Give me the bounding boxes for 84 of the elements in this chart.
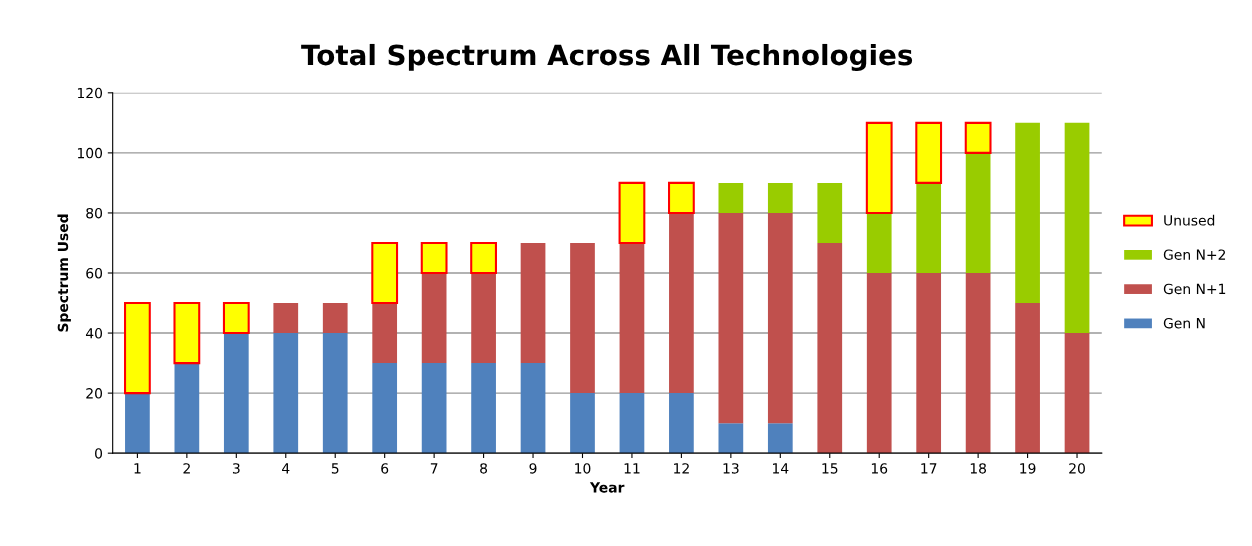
x-tick-label: 15 xyxy=(822,463,838,474)
bar xyxy=(421,363,447,454)
bar xyxy=(1064,122,1090,334)
y-tick-label: 120 xyxy=(77,87,103,99)
y-tick-label: 40 xyxy=(85,328,103,339)
bar xyxy=(471,363,496,454)
bar xyxy=(371,241,399,305)
chart-title: Total Spectrum Across All Technologies xyxy=(301,43,913,72)
bar xyxy=(669,212,694,394)
x-tick-label: 14 xyxy=(773,463,789,474)
bar xyxy=(669,393,694,454)
x-tick-label: 7 xyxy=(430,463,438,474)
x-tick-label: 13 xyxy=(723,463,739,474)
x-tick-label: 9 xyxy=(529,463,537,474)
bar xyxy=(718,182,744,213)
bar xyxy=(570,242,595,394)
bar xyxy=(718,423,744,454)
bar xyxy=(964,121,992,154)
bar xyxy=(520,242,546,364)
bar xyxy=(471,273,496,364)
bar xyxy=(273,303,299,334)
bar xyxy=(470,241,497,275)
bar xyxy=(1015,122,1040,304)
bar xyxy=(421,273,447,364)
bar xyxy=(965,152,991,273)
bar xyxy=(273,333,299,454)
bar xyxy=(718,212,744,424)
bar xyxy=(372,363,398,454)
y-axis-title: Spectrum Used xyxy=(57,214,71,332)
x-tick-label: 2 xyxy=(183,463,190,474)
x-tick-label: 6 xyxy=(381,463,389,474)
bar xyxy=(222,301,250,335)
bar xyxy=(916,273,942,454)
legend-label: Gen N xyxy=(1163,317,1205,329)
x-tick-label: 19 xyxy=(1020,463,1036,474)
x-tick-label: 16 xyxy=(871,463,888,474)
bar xyxy=(520,363,546,454)
bar xyxy=(817,242,843,454)
bar xyxy=(124,301,151,395)
bar xyxy=(1015,303,1040,454)
x-tick-label: 20 xyxy=(1069,463,1085,474)
bar xyxy=(618,181,646,245)
bar xyxy=(174,363,200,454)
x-tick-label: 3 xyxy=(232,463,240,474)
x-tick-label: 1 xyxy=(134,463,141,474)
legend-label: Gen N+1 xyxy=(1163,283,1226,295)
y-tick-label: 20 xyxy=(86,388,103,399)
bar xyxy=(767,212,793,424)
bar xyxy=(372,303,398,364)
x-tick-label: 8 xyxy=(480,463,488,474)
bar xyxy=(125,393,150,454)
x-tick-label: 12 xyxy=(674,463,689,474)
bar xyxy=(619,242,645,394)
bar xyxy=(322,303,348,334)
bar xyxy=(965,273,991,454)
y-tick-label: 80 xyxy=(86,207,103,219)
x-tick-label: 17 xyxy=(921,463,937,474)
x-tick-label: 5 xyxy=(331,463,339,474)
bar xyxy=(619,393,645,454)
bar xyxy=(1064,333,1090,454)
bar xyxy=(865,121,893,214)
y-tick-label: 0 xyxy=(95,448,103,459)
bar xyxy=(767,182,793,213)
bar xyxy=(817,182,843,243)
x-tick-label: 11 xyxy=(624,463,640,474)
bar xyxy=(420,241,448,275)
bar xyxy=(866,212,892,273)
x-tick-label: 10 xyxy=(575,463,591,474)
x-tick-label: 4 xyxy=(282,463,290,474)
y-tick-label: 60 xyxy=(86,267,103,279)
y-tick-label: 100 xyxy=(77,147,103,159)
bar xyxy=(322,333,348,454)
bar xyxy=(223,333,249,454)
bar xyxy=(173,301,201,365)
bar xyxy=(866,273,892,454)
legend-label: Unused xyxy=(1164,214,1215,226)
bar xyxy=(915,121,943,184)
x-axis-title: Year xyxy=(589,482,625,493)
x-tick-label: 18 xyxy=(970,463,987,474)
bar xyxy=(767,423,793,454)
bar xyxy=(668,181,695,214)
bar xyxy=(916,182,942,273)
bar xyxy=(570,393,595,454)
legend-label: Gen N+2 xyxy=(1163,249,1226,260)
